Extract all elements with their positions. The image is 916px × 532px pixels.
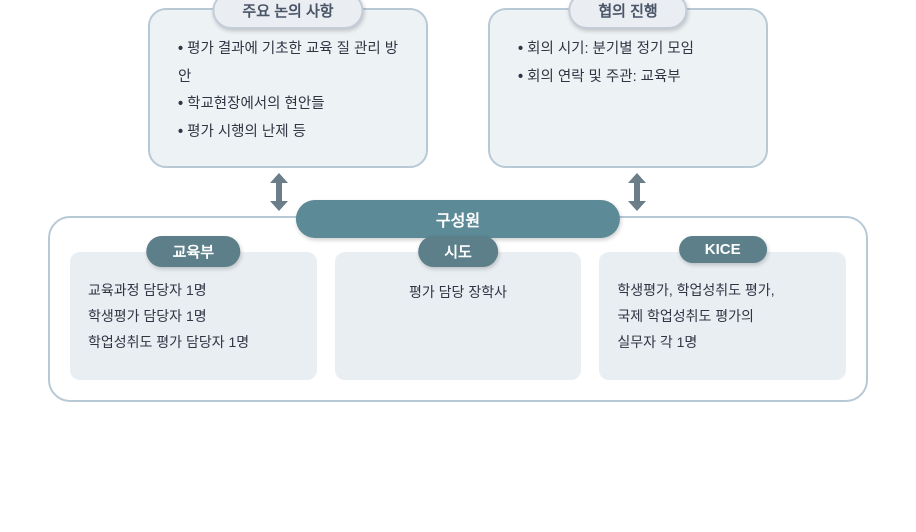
top-row: 주요 논의 사항 평가 결과에 기초한 교육 질 관리 방안 학교현장에서의 현… <box>0 0 916 168</box>
meeting-item: 회의 시기: 분기별 정기 모임 <box>518 36 742 64</box>
kice-line: 실무자 각 1명 <box>617 330 828 356</box>
discussion-item: 평가 결과에 기초한 교육 질 관리 방안 <box>178 36 402 91</box>
kice-text: 학생평가, 학업성취도 평가, 국제 학업성취도 평가의 실무자 각 1명 <box>617 278 828 356</box>
double-arrow-icon <box>265 174 293 210</box>
moe-line: 학업성취도 평가 담당자 1명 <box>88 330 299 356</box>
pill-sido: 시도 <box>418 236 498 267</box>
subcard-kice: KICE 학생평가, 학업성취도 평가, 국제 학업성취도 평가의 실무자 각 … <box>599 252 846 380</box>
sido-text: 평가 담당 장학사 <box>353 278 564 306</box>
subcard-sido: 시도 평가 담당 장학사 <box>335 252 582 380</box>
card-discussion: 주요 논의 사항 평가 결과에 기초한 교육 질 관리 방안 학교현장에서의 현… <box>148 8 428 168</box>
pill-moe: 교육부 <box>147 236 240 267</box>
sido-line: 평가 담당 장학사 <box>353 280 564 306</box>
meeting-item: 회의 연락 및 주관: 교육부 <box>518 64 742 92</box>
pill-meeting-title: 협의 진행 <box>568 0 687 29</box>
pill-members-title: 구성원 <box>296 200 620 238</box>
subcard-moe: 교육부 교육과정 담당자 1명 학생평가 담당자 1명 학업성취도 평가 담당자… <box>70 252 317 380</box>
pill-kice: KICE <box>679 236 767 263</box>
pill-discussion-title: 주요 논의 사항 <box>212 0 363 29</box>
moe-line: 학생평가 담당자 1명 <box>88 304 299 330</box>
discussion-list: 평가 결과에 기초한 교육 질 관리 방안 학교현장에서의 현안들 평가 시행의… <box>174 36 402 146</box>
discussion-item: 학교현장에서의 현안들 <box>178 91 402 119</box>
discussion-item: 평가 시행의 난제 등 <box>178 119 402 147</box>
kice-line: 국제 학업성취도 평가의 <box>617 304 828 330</box>
meeting-list: 회의 시기: 분기별 정기 모임 회의 연락 및 주관: 교육부 <box>514 36 742 91</box>
moe-text: 교육과정 담당자 1명 학생평가 담당자 1명 학업성취도 평가 담당자 1명 <box>88 278 299 356</box>
card-members: 구성원 교육부 교육과정 담당자 1명 학생평가 담당자 1명 학업성취도 평가… <box>48 216 868 402</box>
members-row: 교육부 교육과정 담당자 1명 학생평가 담당자 1명 학업성취도 평가 담당자… <box>70 252 846 380</box>
moe-line: 교육과정 담당자 1명 <box>88 278 299 304</box>
double-arrow-icon <box>623 174 651 210</box>
card-meeting: 협의 진행 회의 시기: 분기별 정기 모임 회의 연락 및 주관: 교육부 <box>488 8 768 168</box>
kice-line: 학생평가, 학업성취도 평가, <box>617 278 828 304</box>
